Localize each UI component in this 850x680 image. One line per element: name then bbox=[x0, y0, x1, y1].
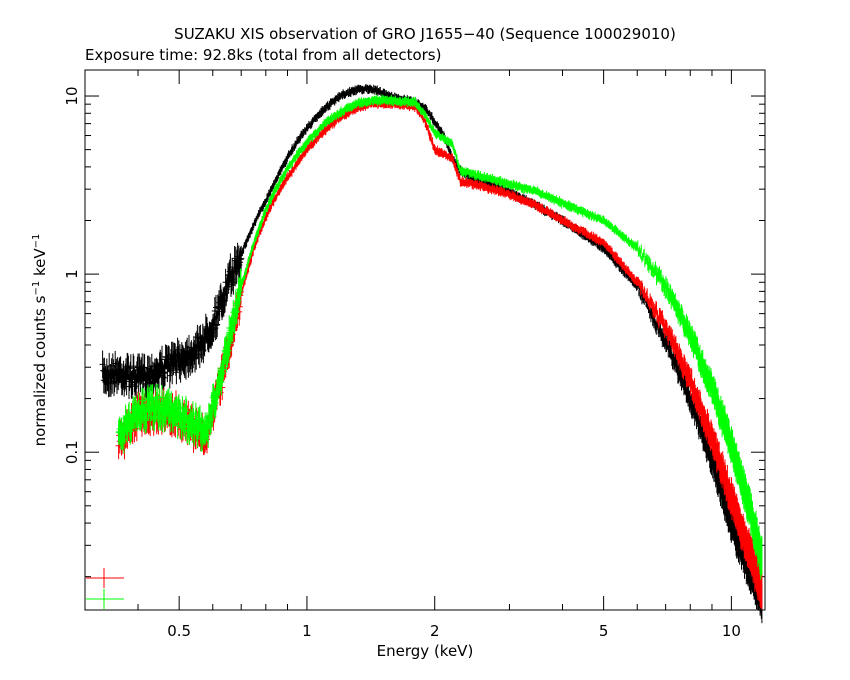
x-tick-label: 5 bbox=[599, 622, 609, 640]
y-axis-label-sup2: −1 bbox=[31, 234, 42, 249]
legend-markers bbox=[86, 568, 124, 609]
y-axis-label-sup1: −1 bbox=[31, 281, 42, 296]
plot-frame bbox=[84, 69, 766, 611]
series-0-points bbox=[99, 83, 763, 624]
chart-title: SUZAKU XIS observation of GRO J1655−40 (… bbox=[174, 25, 676, 43]
series-2 bbox=[115, 94, 763, 580]
series-0 bbox=[99, 83, 763, 624]
axis-ticks: 0.5 1 2 5 10 0.1 1 10 bbox=[63, 70, 765, 640]
y-axis-label-main: normalized counts s bbox=[31, 295, 49, 446]
series-2-points bbox=[115, 94, 763, 580]
series-1-points bbox=[115, 98, 763, 610]
y-axis-label: normalized counts s−1 keV−1 bbox=[31, 234, 49, 447]
x-axis-label: Energy (keV) bbox=[377, 642, 474, 660]
plot-area bbox=[84, 69, 766, 611]
chart-subtitle: Exposure time: 92.8ks (total from all de… bbox=[85, 46, 441, 64]
series-1 bbox=[115, 98, 763, 610]
y-tick-label: 0.1 bbox=[63, 440, 81, 464]
y-axis-label-mid: keV bbox=[31, 248, 49, 281]
x-tick-label: 0.5 bbox=[167, 622, 191, 640]
x-tick-label: 2 bbox=[430, 622, 440, 640]
series-layer bbox=[99, 83, 763, 624]
y-tick-label: 1 bbox=[63, 269, 81, 279]
x-tick-label: 1 bbox=[302, 622, 312, 640]
y-tick-label: 10 bbox=[63, 86, 81, 105]
x-tick-label: 10 bbox=[722, 622, 741, 640]
